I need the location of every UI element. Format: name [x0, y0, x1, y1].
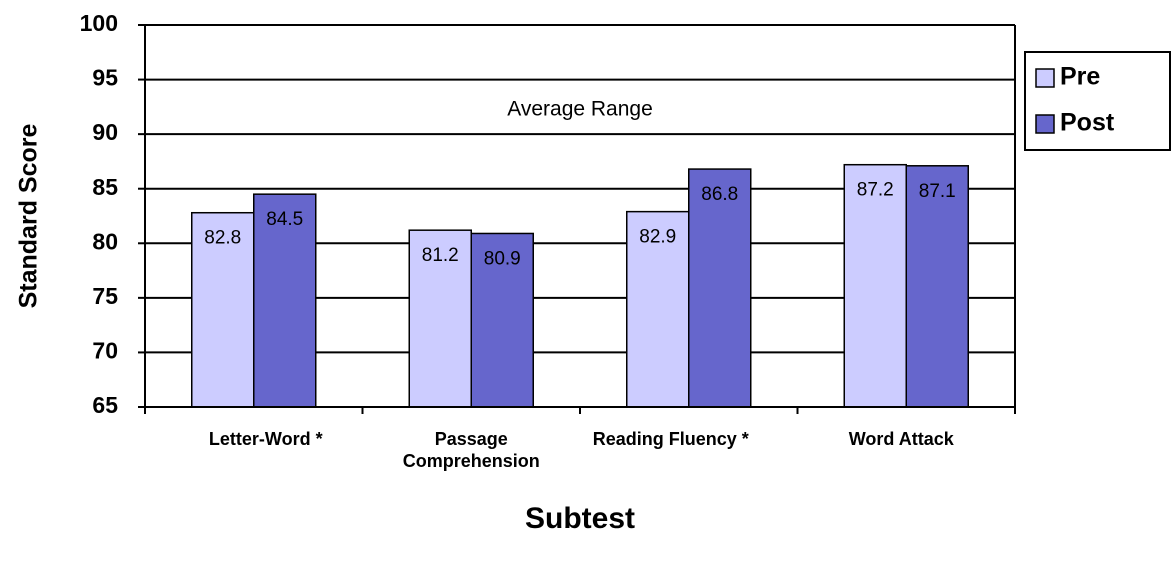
y-tick-label: 85	[92, 174, 118, 200]
bar	[191, 211, 255, 408]
bar	[470, 232, 534, 408]
y-axis-title: Standard Score	[15, 124, 43, 309]
legend-swatch	[1035, 114, 1055, 134]
value-label: 81.2	[422, 245, 459, 266]
bar	[688, 168, 752, 408]
value-label: 87.1	[919, 181, 956, 202]
y-tick-label: 80	[92, 228, 118, 254]
annotation: Average Range	[507, 98, 653, 121]
y-tick-label: 70	[92, 338, 118, 364]
x-tick-label: Word Attack	[848, 429, 954, 449]
x-axis-title: Subtest	[525, 502, 635, 535]
x-tick-label: Passage Comprehension	[402, 429, 540, 471]
legend-label: Post	[1060, 109, 1115, 137]
value-label: 82.8	[204, 228, 241, 249]
bar	[626, 210, 690, 408]
value-label: 84.5	[266, 209, 303, 230]
value-label: 87.2	[857, 180, 894, 201]
x-tick-label: Letter-Word *	[208, 429, 323, 449]
bar	[408, 229, 472, 408]
y-tick-label: 95	[92, 65, 118, 91]
legend-label: Pre	[1060, 63, 1100, 91]
value-label: 82.9	[639, 227, 676, 248]
y-tick-label: 100	[80, 10, 118, 36]
bar	[905, 165, 969, 408]
bar	[843, 163, 907, 408]
y-tick-label: 65	[92, 392, 118, 418]
value-label: 80.9	[484, 248, 521, 269]
x-tick-label: Reading Fluency *	[592, 429, 749, 449]
value-label: 86.8	[701, 184, 738, 205]
y-tick-label: 75	[92, 283, 118, 309]
bar	[253, 193, 317, 408]
y-tick-label: 90	[92, 119, 118, 145]
legend-swatch	[1035, 68, 1055, 88]
